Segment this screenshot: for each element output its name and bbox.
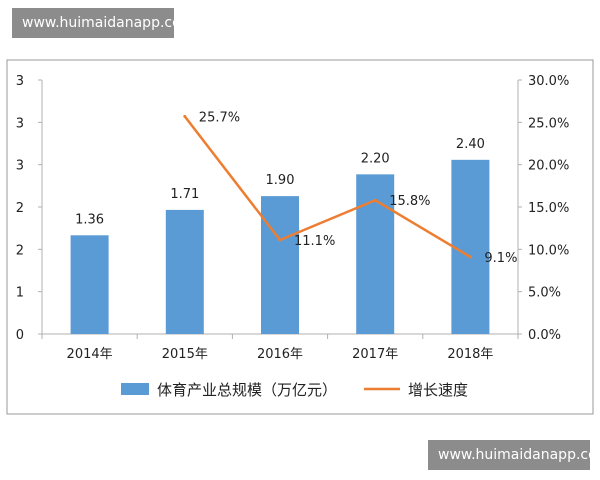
x-tick-label: 2014年: [67, 347, 113, 362]
axes: 01223330.0%5.0%10.0%15.0%20.0%25.0%30.0%…: [16, 74, 570, 362]
bar-value-label: 2.20: [361, 151, 390, 166]
bar: [261, 196, 299, 334]
bar-value-label: 2.40: [456, 137, 485, 152]
legend-bar-swatch: [121, 383, 149, 395]
y-right-tick-label: 10.0%: [528, 243, 569, 258]
data-labels: 1.36 1.71 1.90 2.20 2.40 25.7% 11.1% 15.8% 9.1%: [75, 110, 517, 266]
x-tick-label: 2015年: [162, 347, 208, 362]
growth-value-label: 15.8%: [389, 194, 430, 209]
y-right-tick-label: 30.0%: [528, 74, 569, 89]
legend: 体育产业总规模（万亿元） 增长速度: [121, 381, 468, 399]
x-tick-label: 2017年: [352, 347, 398, 362]
watermark-top: www.huimaidanapp.com: [12, 8, 194, 38]
growth-point: [278, 238, 282, 242]
y-left-tick-label: 3: [16, 74, 24, 89]
bar-value-label: 1.90: [266, 173, 295, 188]
bar-value-label: 1.71: [170, 187, 199, 202]
legend-line-label: 增长速度: [408, 381, 468, 399]
growth-point: [468, 255, 472, 259]
y-right-tick-label: 25.0%: [528, 116, 569, 131]
y-left-tick-label: 0: [16, 328, 24, 343]
y-left-tick-label: 1: [16, 286, 24, 301]
y-left-tick-label: 3: [16, 159, 24, 174]
y-right-tick-label: 5.0%: [528, 286, 561, 301]
y-right-tick-label: 20.0%: [528, 159, 569, 174]
y-left-tick-label: 2: [16, 201, 24, 216]
growth-value-label: 25.7%: [199, 110, 240, 125]
growth-line: [183, 114, 472, 259]
watermark-bottom: www.huimaidanapp.com: [428, 440, 600, 470]
x-tick-label: 2018年: [447, 347, 493, 362]
growth-line-path: [183, 115, 472, 259]
y-left-tick-label: 3: [16, 116, 24, 131]
y-right-tick-label: 15.0%: [528, 201, 569, 216]
growth-value-label: 9.1%: [484, 251, 517, 266]
bars: [70, 159, 490, 334]
x-tick-label: 2016年: [257, 347, 303, 362]
y-right-tick-label: 0.0%: [528, 328, 561, 343]
bar: [451, 159, 490, 334]
chart-frame: [6, 59, 594, 415]
legend-bar-label: 体育产业总规模（万亿元）: [157, 381, 337, 399]
growth-point: [183, 114, 187, 118]
y-left-tick-label: 2: [16, 243, 24, 258]
growth-value-label: 11.1%: [294, 234, 335, 249]
bar-value-label: 1.36: [75, 212, 104, 227]
bar: [165, 209, 204, 334]
bar: [70, 235, 109, 334]
growth-point: [373, 198, 377, 202]
